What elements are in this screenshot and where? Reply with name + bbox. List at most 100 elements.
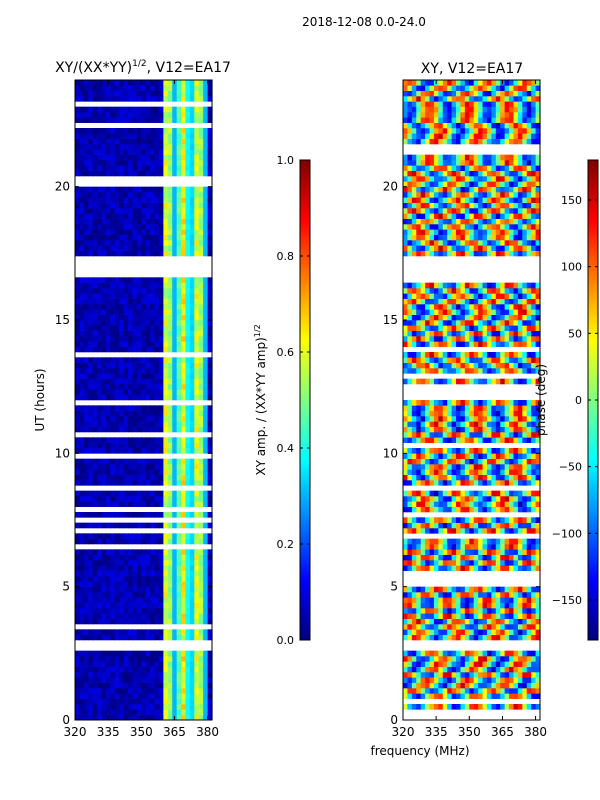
heatmap-cell [442, 672, 448, 678]
heatmap-cell [469, 560, 475, 566]
heatmap-cell [509, 400, 515, 406]
heatmap-cell [526, 410, 532, 417]
heatmap-cell [420, 634, 426, 641]
heatmap-cell [207, 709, 213, 715]
heatmap-cell [509, 458, 515, 465]
heatmap-cell [203, 490, 209, 497]
heatmap-cell [136, 586, 142, 593]
heatmap-cell [185, 512, 191, 518]
heatmap-cell [101, 218, 107, 225]
heatmap-cell [145, 688, 151, 694]
heatmap-cell [141, 672, 147, 678]
heatmap-cell [456, 378, 462, 385]
heatmap-cell [150, 464, 156, 470]
heatmap-cell [101, 117, 107, 123]
heatmap-cell [123, 512, 129, 518]
heatmap-cell [158, 416, 164, 422]
heatmap-cell [429, 437, 435, 443]
heatmap-cell [172, 592, 178, 598]
heatmap-cell [136, 672, 142, 678]
heatmap-cell [92, 656, 98, 662]
heatmap-cell [114, 613, 120, 619]
heatmap-cell [101, 704, 107, 710]
heatmap-cell [478, 592, 484, 598]
heatmap-cell [150, 512, 156, 518]
heatmap-cell [433, 469, 439, 475]
heatmap-cell [97, 341, 103, 347]
heatmap-cell [154, 437, 160, 443]
heatmap-cell [172, 704, 178, 710]
heatmap-cell [189, 288, 195, 294]
heatmap-cell [163, 298, 169, 305]
heatmap-cell [482, 666, 488, 673]
heatmap-cell [110, 229, 116, 235]
heatmap-cell [429, 586, 435, 593]
heatmap-cell [478, 357, 484, 363]
heatmap-cell [97, 618, 103, 625]
heatmap-cell [167, 133, 173, 139]
heatmap-cell [110, 650, 116, 657]
heatmap-cell [433, 682, 439, 689]
heatmap-cell [522, 437, 528, 443]
heatmap-cell [75, 112, 81, 118]
heatmap-cell [172, 538, 178, 545]
heatmap-cell [189, 693, 195, 699]
heatmap-cell [517, 352, 523, 358]
heatmap-cell [172, 277, 178, 283]
heatmap-cell [114, 117, 120, 123]
heatmap-cell [158, 341, 164, 347]
heatmap-cell [141, 698, 147, 705]
heatmap-cell [535, 661, 541, 667]
heatmap-cell [513, 378, 519, 385]
heatmap-cell [407, 378, 413, 385]
heatmap-cell [123, 394, 129, 401]
heatmap-cell [495, 405, 501, 411]
heatmap-cell [92, 341, 98, 347]
heatmap-cell [132, 362, 138, 369]
heatmap-cell [425, 309, 431, 315]
heatmap-cell [176, 608, 182, 614]
heatmap-cell [509, 501, 515, 507]
heatmap-cell [531, 624, 537, 630]
heatmap-cell [123, 522, 129, 529]
heatmap-cell [150, 416, 156, 422]
heatmap-cell [83, 288, 89, 294]
heatmap-cell [495, 624, 501, 630]
heatmap-cell [150, 325, 156, 331]
heatmap-cell [403, 693, 409, 699]
heatmap-cell [473, 597, 479, 603]
heatmap-cell [163, 410, 169, 417]
heatmap-cell [105, 336, 111, 342]
heatmap-cell [198, 138, 204, 145]
heatmap-cell [194, 682, 200, 689]
heatmap-cell [181, 224, 187, 230]
heatmap-cell [101, 128, 107, 134]
heatmap-cell [185, 592, 191, 598]
heatmap-cell [79, 714, 85, 721]
heatmap-cell [198, 634, 204, 641]
heatmap-cell [203, 336, 209, 342]
heatmap-cell [176, 346, 182, 353]
heatmap-cell [535, 634, 541, 641]
heatmap-cell [97, 394, 103, 401]
heatmap-cell [136, 394, 142, 401]
heatmap-cell [486, 469, 492, 475]
heatmap-cell [420, 357, 426, 363]
heatmap-cell [189, 554, 195, 561]
heatmap-cell [75, 144, 81, 150]
heatmap-cell [491, 405, 497, 411]
heatmap-cell [185, 522, 191, 529]
heatmap-cell [150, 586, 156, 593]
heatmap-cell [504, 480, 510, 486]
heatmap-cell [83, 565, 89, 571]
heatmap-cell [163, 421, 169, 427]
heatmap-cell [97, 165, 103, 171]
heatmap-cell [181, 458, 187, 465]
heatmap-cell [504, 314, 510, 321]
heatmap-cell [92, 410, 98, 417]
heatmap-cell [105, 250, 111, 257]
heatmap-cell [75, 586, 81, 593]
heatmap-cell [132, 480, 138, 486]
heatmap-cell [145, 250, 151, 257]
heatmap-cell [420, 677, 426, 683]
